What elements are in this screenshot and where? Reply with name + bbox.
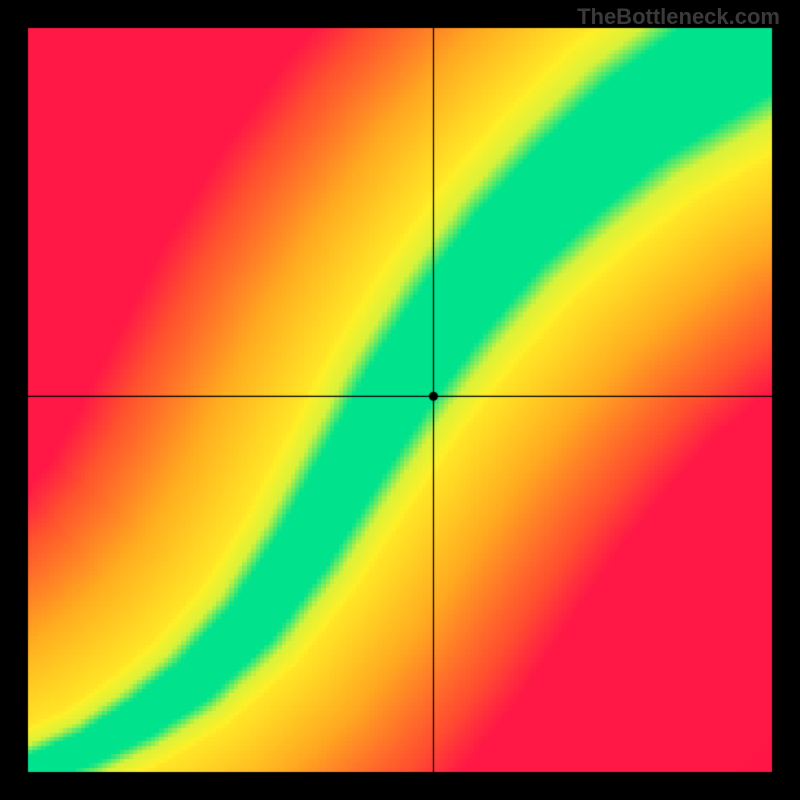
chart-container: { "watermark": { "text": "TheBottleneck.… [0, 0, 800, 800]
watermark-text: TheBottleneck.com [577, 4, 780, 30]
bottleneck-heatmap [0, 0, 800, 800]
